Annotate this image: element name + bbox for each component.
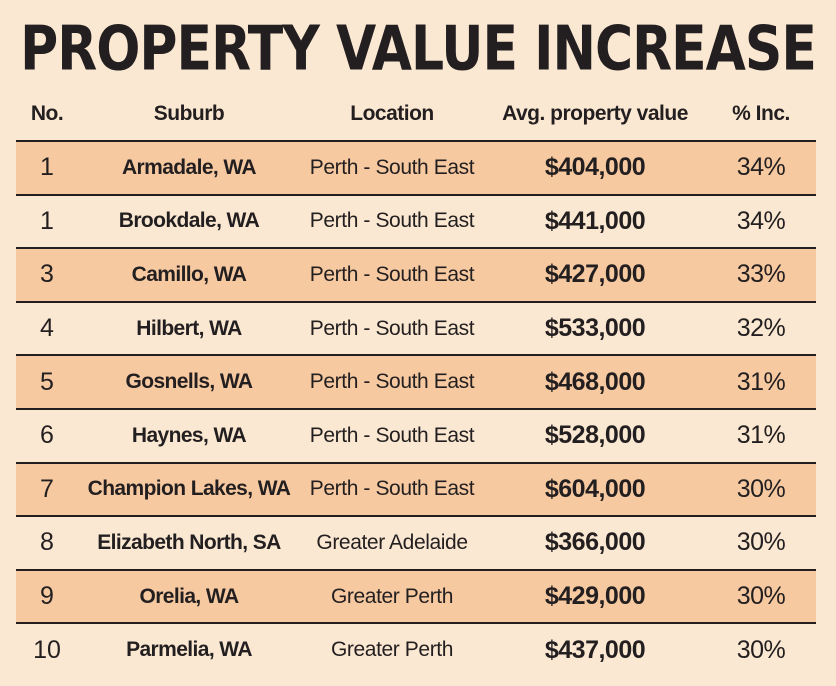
cell-pct-inc: 31%: [706, 407, 816, 463]
column-header-avg-value: Avg. property value: [502, 102, 688, 125]
table-row: 8 Elizabeth North, SA Greater Adelaide $…: [16, 515, 816, 570]
cell-avg-value: $604,000: [484, 461, 706, 517]
column-header-location: Location: [350, 102, 434, 125]
cell-avg-value: $468,000: [484, 354, 706, 409]
cell-location: Perth - South East: [300, 354, 484, 409]
cell-no: 10: [16, 622, 78, 676]
cell-no: 8: [16, 515, 78, 570]
cell-suburb: Brookdale, WA: [78, 193, 300, 249]
cell-suburb: Parmelia, WA: [78, 622, 300, 676]
cell-avg-value: $366,000: [484, 515, 706, 570]
cell-location: Perth - South East: [300, 193, 484, 249]
table-row: 10 Parmelia, WA Greater Perth $437,000 3…: [16, 622, 816, 676]
cell-no: 3: [16, 247, 78, 302]
table-row: 7 Champion Lakes, WA Perth - South East …: [16, 461, 816, 517]
column-header-suburb: Suburb: [153, 102, 225, 125]
cell-suburb: Champion Lakes, WA: [78, 461, 300, 517]
table-row: 5 Gosnells, WA Perth - South East $468,0…: [16, 354, 816, 409]
cell-suburb: Hilbert, WA: [78, 300, 300, 356]
cell-avg-value: $429,000: [484, 568, 706, 624]
cell-avg-value: $404,000: [484, 140, 706, 195]
cell-no: 7: [16, 461, 78, 517]
cell-pct-inc: 34%: [706, 193, 816, 249]
table-row: 1 Armadale, WA Perth - South East $404,0…: [16, 140, 816, 195]
table-row: 4 Hilbert, WA Perth - South East $533,00…: [16, 300, 816, 356]
cell-avg-value: $427,000: [484, 247, 706, 302]
table-header-row: No. Suburb Location Avg. property value …: [16, 88, 816, 141]
cell-avg-value: $441,000: [484, 193, 706, 249]
cell-pct-inc: 30%: [706, 568, 816, 624]
cell-suburb: Camillo, WA: [78, 247, 300, 302]
cell-location: Perth - South East: [300, 407, 484, 463]
cell-no: 6: [16, 407, 78, 463]
cell-no: 5: [16, 354, 78, 409]
table-row: 6 Haynes, WA Perth - South East $528,000…: [16, 407, 816, 463]
cell-no: 1: [16, 193, 78, 249]
cell-suburb: Gosnells, WA: [78, 354, 300, 409]
cell-pct-inc: 34%: [706, 140, 816, 195]
cell-no: 1: [16, 140, 78, 195]
table-row: 1 Brookdale, WA Perth - South East $441,…: [16, 193, 816, 249]
cell-location: Perth - South East: [300, 461, 484, 517]
cell-location: Greater Perth: [300, 622, 484, 676]
table-body: 1 Armadale, WA Perth - South East $404,0…: [16, 140, 816, 676]
cell-pct-inc: 33%: [706, 247, 816, 302]
cell-pct-inc: 30%: [706, 515, 816, 570]
cell-location: Greater Adelaide: [300, 515, 484, 570]
cell-suburb: Armadale, WA: [78, 140, 300, 195]
table-row: 9 Orelia, WA Greater Perth $429,000 30%: [16, 568, 816, 624]
cell-pct-inc: 32%: [706, 300, 816, 356]
cell-suburb: Elizabeth North, SA: [78, 515, 300, 570]
cell-avg-value: $528,000: [484, 407, 706, 463]
cell-location: Greater Perth: [300, 568, 484, 624]
cell-suburb: Haynes, WA: [78, 407, 300, 463]
cell-avg-value: $533,000: [484, 300, 706, 356]
cell-avg-value: $437,000: [484, 622, 706, 676]
property-table: No. Suburb Location Avg. property value …: [16, 88, 816, 676]
cell-location: Perth - South East: [300, 140, 484, 195]
table-row: 3 Camillo, WA Perth - South East $427,00…: [16, 247, 816, 302]
cell-no: 4: [16, 300, 78, 356]
cell-location: Perth - South East: [300, 300, 484, 356]
column-header-no: No.: [30, 102, 64, 125]
cell-location: Perth - South East: [300, 247, 484, 302]
cell-no: 9: [16, 568, 78, 624]
column-header-pct-inc: % Inc.: [732, 102, 790, 125]
cell-pct-inc: 31%: [706, 354, 816, 409]
cell-pct-inc: 30%: [706, 461, 816, 517]
cell-pct-inc: 30%: [706, 622, 816, 676]
page-title: PROPERTY VALUE INCREASE: [20, 14, 817, 85]
cell-suburb: Orelia, WA: [78, 568, 300, 624]
